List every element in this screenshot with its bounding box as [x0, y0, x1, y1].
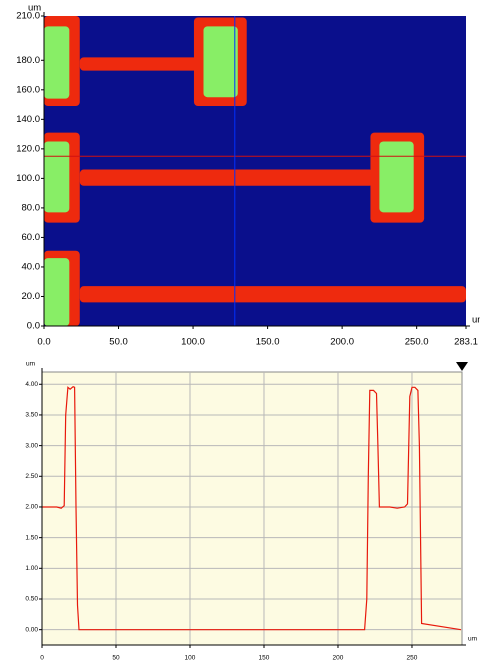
y-tick-label: 3.50	[25, 412, 38, 419]
x-tick-label: 250	[407, 655, 418, 662]
region	[44, 258, 69, 326]
region	[80, 170, 374, 186]
region	[203, 26, 237, 97]
y-tick-label: 0.00	[25, 626, 38, 633]
y-tick-label: 0.50	[25, 596, 38, 603]
x-tick-label: 0	[40, 655, 44, 662]
page: 0.0 20.0 40.0 60.0 80.0 100.0 120.0 140.0 160.0 1…	[0, 0, 480, 662]
y-tick-label: 120.0	[16, 143, 40, 154]
x-tick-label: 200.0	[330, 337, 354, 348]
x-unit-label: um	[472, 315, 480, 326]
y-tick-label: 160.0	[16, 84, 40, 95]
x-tick-label: 150.0	[256, 337, 280, 348]
x-tick-label: 100.0	[181, 337, 205, 348]
y-tick-label: 0.0	[27, 321, 40, 332]
y-tick-label: 1.50	[25, 534, 38, 541]
y-unit-label: um	[26, 361, 35, 368]
region	[44, 26, 69, 98]
region	[44, 141, 69, 212]
x-tick-label: 200	[333, 655, 344, 662]
profile-marker	[456, 362, 468, 371]
region	[379, 141, 413, 212]
y-tick-label: 180.0	[16, 55, 40, 66]
x-tick-label: 250.0	[405, 337, 429, 348]
y-unit-label: um	[28, 3, 41, 14]
region	[80, 286, 466, 302]
x-tick-label: 150	[259, 655, 270, 662]
x-tick-label: 0.0	[37, 337, 50, 348]
y-tick-label: 100.0	[16, 173, 40, 184]
y-tick-label: 4.00	[25, 381, 38, 388]
x-unit-label: um	[468, 636, 477, 643]
y-tick-label: 40.0	[22, 261, 41, 272]
x-tick-label: 50	[112, 655, 120, 662]
y-tick-label: 80.0	[22, 202, 41, 213]
y-tick-label: 2.00	[25, 504, 38, 511]
y-tick-label: 3.00	[25, 442, 38, 449]
x-tick-label: 50.0	[109, 337, 128, 348]
x-tick-label: 283.1	[454, 337, 478, 348]
y-tick-label: 20.0	[22, 291, 41, 302]
x-tick-label: 100	[185, 655, 196, 662]
y-tick-label: 2.50	[25, 473, 38, 480]
y-tick-label: 60.0	[22, 232, 41, 243]
y-tick-label: 1.00	[25, 565, 38, 572]
profilometer-view: 0.0 20.0 40.0 60.0 80.0 100.0 120.0 140.0 160.0 1…	[0, 0, 480, 662]
region	[80, 57, 198, 70]
y-tick-label: 140.0	[16, 114, 40, 125]
